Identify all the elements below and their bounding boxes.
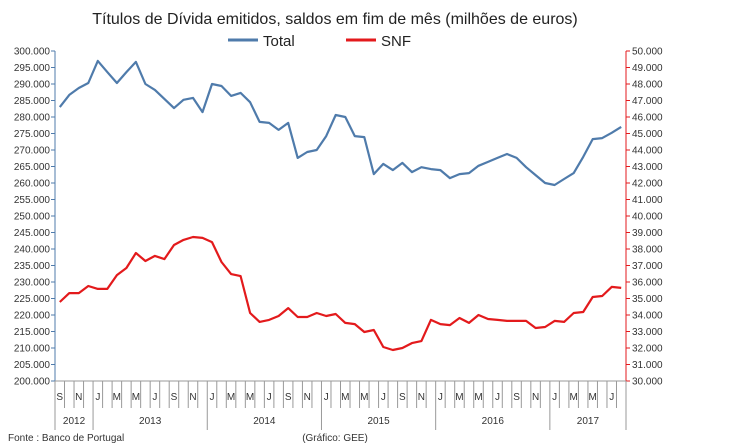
right-axis-tick-label: 43.000 <box>632 162 663 173</box>
x-axis-month-label: M <box>474 392 482 403</box>
x-axis-month-label: S <box>285 392 292 403</box>
legend-label-snf: SNF <box>381 33 411 50</box>
x-axis-month-label: M <box>341 392 349 403</box>
right-axis-tick-label: 40.000 <box>632 212 663 223</box>
x-axis-year-label: 2012 <box>63 416 86 427</box>
x-axis-month-label: M <box>113 392 121 403</box>
x-axis-month-label: J <box>267 392 272 403</box>
left-axis-tick-label: 215.000 <box>14 327 51 338</box>
x-axis-month-label: M <box>589 392 597 403</box>
x-axis-month-label: M <box>227 392 235 403</box>
left-axis-tick-label: 250.000 <box>14 212 51 223</box>
x-axis-month-label: J <box>609 392 614 403</box>
x-axis-year-label: 2014 <box>253 416 276 427</box>
legend: Total SNF <box>228 33 411 50</box>
x-axis-month-label: N <box>189 392 196 403</box>
left-axis-tick-label: 255.000 <box>14 195 51 206</box>
left-axis-tick-label: 295.000 <box>14 63 51 74</box>
right-axis-tick-label: 41.000 <box>632 195 663 206</box>
x-axis-month-label: S <box>56 392 63 403</box>
x-axis-year-label: 2017 <box>577 416 600 427</box>
chart-title: Títulos de Dívida emitidos, saldos em fi… <box>92 11 578 28</box>
right-axis-tick-label: 35.000 <box>632 294 663 305</box>
x-axis-month-label: N <box>532 392 539 403</box>
right-axis-tick-label: 38.000 <box>632 245 663 256</box>
left-axis-tick-label: 275.000 <box>14 129 51 140</box>
left-axis-tick-label: 285.000 <box>14 96 51 107</box>
left-axis-tick-label: 225.000 <box>14 294 51 305</box>
left-axis-tick-label: 220.000 <box>14 311 51 322</box>
x-axis-month-label: J <box>95 392 100 403</box>
right-axis-tick-label: 36.000 <box>632 278 663 289</box>
left-axis-tick-label: 245.000 <box>14 228 51 239</box>
right-axis-tick-label: 37.000 <box>632 261 663 272</box>
left-axis-tick-label: 290.000 <box>14 80 51 91</box>
right-axis-tick-label: 44.000 <box>632 146 663 157</box>
right-axis-tick-label: 49.000 <box>632 63 663 74</box>
left-axis-tick-label: 280.000 <box>14 113 51 124</box>
right-axis-tick-label: 47.000 <box>632 96 663 107</box>
series-line-total <box>58 59 622 187</box>
x-axis-month-label: J <box>495 392 500 403</box>
x-axis-month-label: N <box>418 392 425 403</box>
x-axis-month-label: J <box>552 392 557 403</box>
left-axis-tick-label: 265.000 <box>14 162 51 173</box>
x-axis-year-label: 2015 <box>367 416 390 427</box>
left-axis-tick-label: 200.000 <box>14 377 51 388</box>
left-axis-tick-label: 240.000 <box>14 245 51 256</box>
right-axis-tick-label: 30.000 <box>632 377 663 388</box>
x-axis-year-label: 2016 <box>482 416 505 427</box>
x-axis-month-label: M <box>132 392 140 403</box>
x-axis-month-label: M <box>246 392 254 403</box>
x-axis-month-label: S <box>171 392 178 403</box>
right-axis-tick-label: 46.000 <box>632 113 663 124</box>
credit-note: (Gráfico: GEE) <box>302 433 368 444</box>
x-axis-month-label: J <box>438 392 443 403</box>
left-axis-tick-label: 230.000 <box>14 278 51 289</box>
right-axis-tick-label: 32.000 <box>632 344 663 355</box>
left-axis-tick-label: 205.000 <box>14 360 51 371</box>
x-axis-month-label: N <box>75 392 82 403</box>
left-axis-tick-label: 235.000 <box>14 261 51 272</box>
x-axis-month-label: M <box>455 392 463 403</box>
legend-label-total: Total <box>263 33 295 50</box>
x-axis-month-label: J <box>381 392 386 403</box>
x-axis-month-label: J <box>152 392 157 403</box>
x-axis-month-label: S <box>399 392 406 403</box>
x-axis-month-label: S <box>513 392 520 403</box>
left-axis-tick-label: 270.000 <box>14 146 51 157</box>
x-axis-month-label: M <box>569 392 577 403</box>
x-axis-month-label: M <box>360 392 368 403</box>
right-axis-tick-label: 48.000 <box>632 80 663 91</box>
source-note: Fonte : Banco de Portugal <box>8 433 124 444</box>
right-axis-tick-label: 33.000 <box>632 327 663 338</box>
right-axis-tick-label: 31.000 <box>632 360 663 371</box>
right-axis-tick-label: 50.000 <box>632 47 663 58</box>
x-axis-year-label: 2013 <box>139 416 162 427</box>
series-line-snf <box>59 235 622 352</box>
right-axis-tick-label: 39.000 <box>632 228 663 239</box>
x-axis-month-label: J <box>324 392 329 403</box>
right-axis-tick-label: 45.000 <box>632 129 663 140</box>
left-axis-tick-label: 260.000 <box>14 179 51 190</box>
x-axis-month-label: N <box>304 392 311 403</box>
right-axis-tick-label: 42.000 <box>632 179 663 190</box>
right-axis-tick-label: 34.000 <box>632 311 663 322</box>
left-axis-tick-label: 300.000 <box>14 47 51 58</box>
x-axis-month-label: J <box>210 392 215 403</box>
left-axis-tick-label: 210.000 <box>14 344 51 355</box>
